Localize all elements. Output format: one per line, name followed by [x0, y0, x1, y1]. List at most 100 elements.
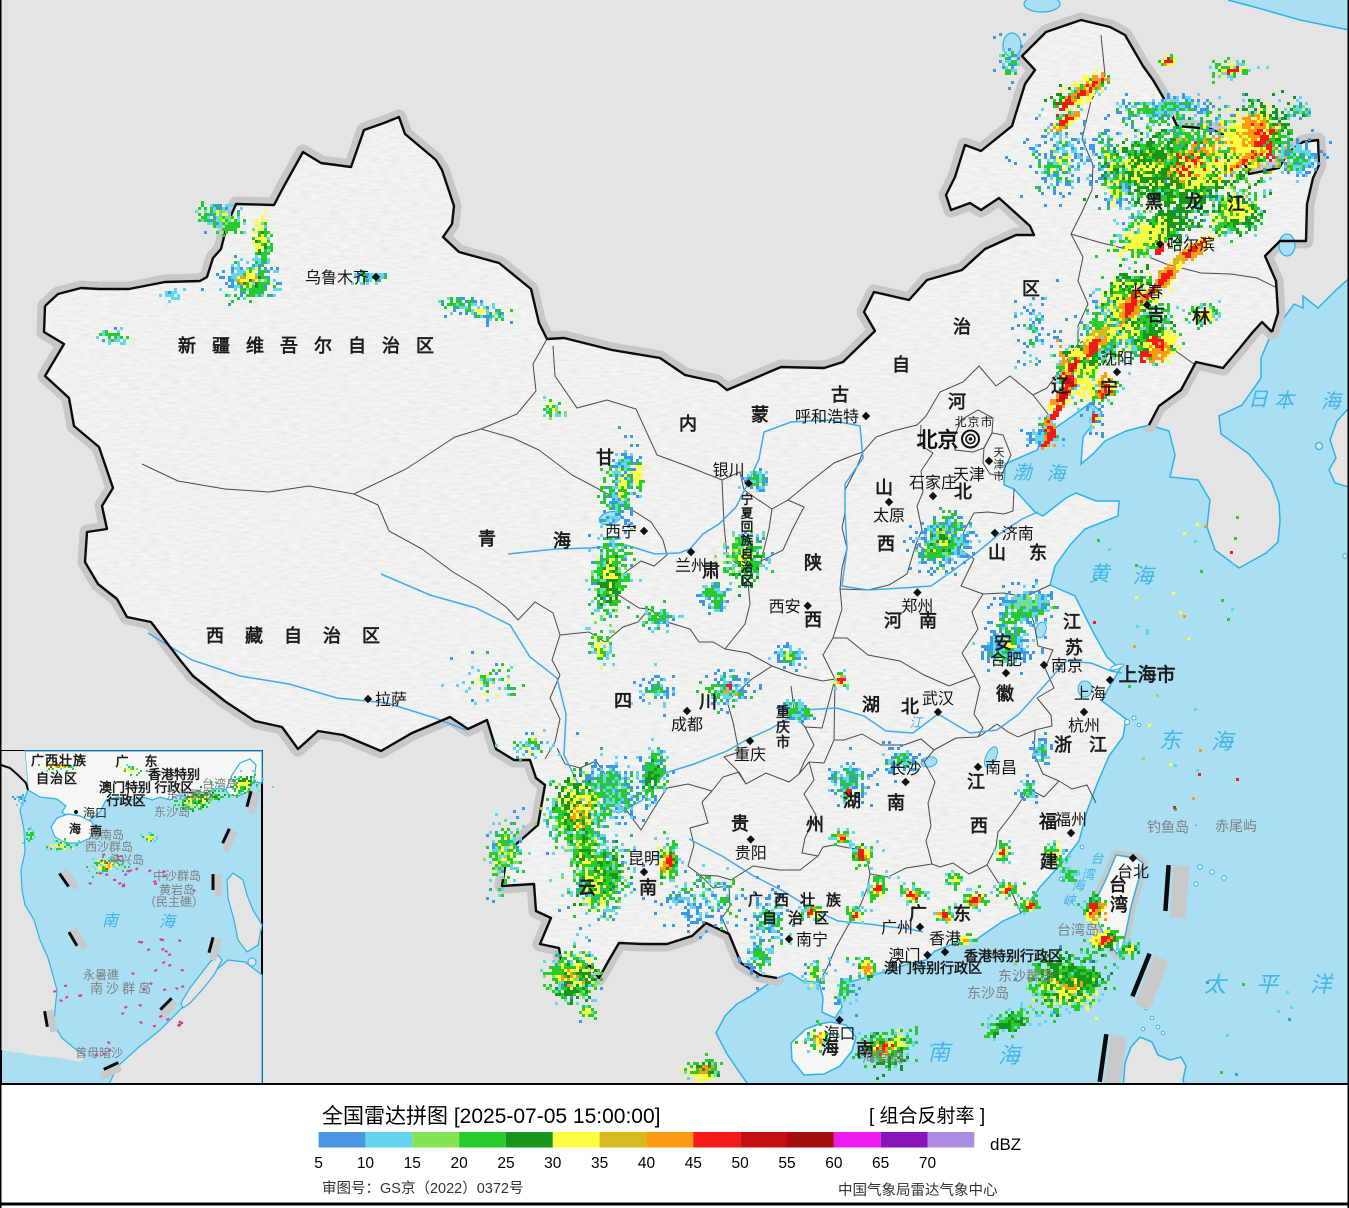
svg-text:台湾岛: 台湾岛	[1057, 922, 1099, 938]
svg-text:长沙: 长沙	[890, 760, 922, 778]
svg-text:宁: 宁	[741, 492, 754, 507]
svg-text:南沙群岛: 南沙群岛	[90, 981, 154, 996]
svg-text:江: 江	[1227, 194, 1245, 214]
svg-text:山: 山	[988, 543, 1006, 563]
svg-text:太原: 太原	[873, 507, 905, 525]
svg-text:武汉: 武汉	[922, 690, 954, 708]
svg-text:峡: 峡	[1062, 893, 1077, 908]
svg-text:曾母暗沙: 曾母暗沙	[75, 1045, 123, 1060]
svg-text:东沙群岛: 东沙群岛	[166, 787, 214, 802]
svg-text:湾: 湾	[1081, 867, 1096, 882]
svg-text:渤: 渤	[1012, 463, 1033, 484]
svg-text:南: 南	[887, 792, 905, 813]
svg-text:澳门特别: 澳门特别	[99, 780, 151, 795]
svg-text:中国气象局雷达气象中心: 中国气象局雷达气象中心	[838, 1182, 998, 1199]
svg-text:黑: 黑	[1145, 192, 1163, 212]
svg-text:澳门特别行政区: 澳门特别行政区	[884, 960, 982, 976]
svg-text:台湾岛: 台湾岛	[202, 776, 238, 791]
svg-text:行政区: 行政区	[105, 793, 145, 808]
svg-text:广州: 广州	[881, 919, 913, 937]
svg-text:东: 东	[953, 903, 971, 924]
svg-text:湖: 湖	[843, 791, 861, 811]
svg-text:江: 江	[1089, 735, 1107, 755]
svg-text:自治区: 自治区	[36, 771, 78, 786]
svg-text:海: 海	[1046, 464, 1068, 485]
svg-text:永暑礁: 永暑礁	[83, 967, 119, 982]
svg-text:郑州: 郑州	[901, 598, 933, 616]
svg-text:河: 河	[948, 392, 966, 412]
svg-text:藏: 藏	[245, 626, 263, 646]
svg-text:昆明: 昆明	[628, 851, 660, 868]
svg-text:江: 江	[1063, 612, 1081, 632]
svg-text:审图号：GS京（2022）0372号: 审图号：GS京（2022）0372号	[322, 1180, 523, 1197]
svg-text:行政区: 行政区	[153, 780, 193, 795]
svg-text:海: 海	[1137, 663, 1156, 686]
svg-text:东沙岛: 东沙岛	[967, 985, 1009, 1001]
svg-text:60: 60	[825, 1155, 843, 1172]
svg-text:香港特别: 香港特别	[147, 767, 200, 782]
svg-text:银川: 银川	[713, 461, 745, 479]
svg-text:呼和浩特: 呼和浩特	[795, 408, 859, 426]
svg-text:合肥: 合肥	[990, 651, 1022, 669]
svg-text:台北: 台北	[1117, 863, 1149, 881]
svg-text:兰州: 兰州	[675, 557, 707, 575]
svg-text:吉: 吉	[1147, 304, 1165, 325]
svg-text:东: 东	[144, 754, 157, 769]
svg-text:辽: 辽	[1051, 376, 1070, 396]
svg-text:海: 海	[1321, 391, 1344, 413]
svg-text:云: 云	[578, 878, 596, 898]
svg-text:本: 本	[1274, 390, 1296, 412]
svg-text:南: 南	[856, 1039, 874, 1060]
svg-text:海口: 海口	[823, 1025, 855, 1043]
svg-text:55: 55	[778, 1155, 795, 1172]
svg-text:川: 川	[698, 692, 717, 712]
svg-text:海: 海	[1211, 729, 1236, 754]
svg-text:成都: 成都	[671, 716, 703, 734]
svg-text:尔: 尔	[314, 335, 332, 356]
svg-text:治: 治	[382, 335, 400, 356]
svg-text:区: 区	[1022, 279, 1040, 299]
svg-text:区: 区	[741, 574, 754, 588]
svg-text:疆: 疆	[212, 336, 230, 356]
svg-text:治: 治	[323, 625, 341, 646]
svg-text:自: 自	[892, 354, 910, 375]
svg-text:夏: 夏	[740, 506, 754, 521]
svg-text:广: 广	[115, 754, 128, 769]
svg-text:南昌: 南昌	[985, 759, 1017, 777]
svg-text:沈阳: 沈阳	[1101, 350, 1133, 368]
svg-text:自: 自	[348, 335, 366, 356]
svg-text:45: 45	[685, 1155, 702, 1172]
svg-text:区: 区	[416, 336, 434, 356]
svg-text:杭州: 杭州	[1068, 717, 1100, 735]
svg-text:南: 南	[919, 610, 937, 631]
svg-text:自: 自	[741, 546, 754, 561]
svg-text:石家庄: 石家庄	[909, 474, 957, 492]
svg-text:海: 海	[69, 821, 81, 836]
svg-text:海口: 海口	[83, 805, 107, 820]
svg-text:维: 维	[246, 335, 264, 356]
svg-text:长春: 长春	[1131, 283, 1163, 301]
svg-text:建: 建	[1040, 851, 1058, 872]
svg-text:50: 50	[732, 1155, 750, 1172]
svg-text:东: 东	[1159, 728, 1184, 753]
svg-text:广西壮族: 广西壮族	[748, 891, 852, 909]
svg-text:治: 治	[953, 316, 971, 337]
svg-text:西安: 西安	[769, 598, 801, 616]
svg-text:蒙: 蒙	[751, 405, 769, 425]
svg-text:贵: 贵	[731, 814, 749, 834]
svg-text:林: 林	[1192, 306, 1210, 327]
svg-text:北: 北	[954, 482, 972, 502]
svg-text:南京: 南京	[1051, 657, 1083, 675]
svg-text:山: 山	[875, 478, 893, 498]
svg-text:内: 内	[679, 413, 697, 434]
svg-text:永兴岛: 永兴岛	[108, 852, 144, 867]
svg-text:黄岩岛: 黄岩岛	[159, 882, 195, 897]
svg-text:回: 回	[741, 520, 754, 534]
svg-text:全国雷达拼图 [2025-07-05 15:00:00]: 全国雷达拼图 [2025-07-05 15:00:00]	[322, 1105, 661, 1128]
svg-text:肃: 肃	[702, 560, 720, 581]
svg-text:南宁: 南宁	[796, 931, 828, 949]
svg-text:区: 区	[362, 626, 380, 646]
svg-text:海南岛: 海南岛	[88, 827, 124, 842]
svg-text:西: 西	[877, 534, 895, 554]
svg-text:10: 10	[357, 1155, 375, 1172]
